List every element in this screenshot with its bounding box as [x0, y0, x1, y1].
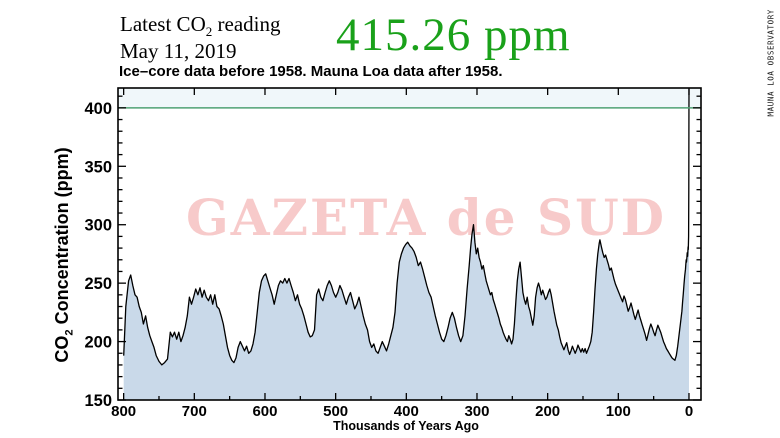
y-tick-label: 150: [84, 392, 112, 410]
y-tick-label: 250: [84, 275, 112, 293]
y-tick-label: 400: [84, 100, 112, 118]
watermark: GAZETA de SUD: [186, 188, 667, 247]
co2-line: [123, 89, 690, 366]
latest-reading-label-sub: 2: [205, 24, 213, 40]
latest-reading-date: May 11, 2019: [120, 39, 237, 63]
y-axis-label-sub: 2: [63, 329, 76, 336]
latest-reading-label: Latest CO2 reading: [120, 12, 280, 40]
above-400-band: [118, 88, 701, 108]
current-co2-reading: 415.26 ppm: [336, 9, 571, 61]
y-axis-label-pre: CO: [52, 335, 72, 363]
x-tick-label: 700: [182, 403, 207, 420]
x-tick-label: 500: [323, 403, 348, 420]
plot-border: [117, 87, 702, 401]
y-tick-label: 200: [84, 334, 112, 352]
latest-reading-label-post: reading: [212, 12, 281, 36]
x-tick-label: 100: [606, 403, 631, 420]
x-axis-label: Thousands of Years Ago: [333, 419, 479, 433]
x-tick-label: 0: [685, 403, 693, 420]
latest-reading-label-pre: Latest CO: [120, 12, 206, 36]
chart-subtitle: Ice–core data before 1958. Mauna Loa dat…: [119, 63, 503, 80]
y-tick-label: 300: [84, 217, 112, 235]
y-tick-label: 350: [84, 158, 112, 176]
y-axis-label-post: Concentration (ppm): [52, 147, 72, 330]
x-tick-label: 400: [394, 403, 419, 420]
x-tick-label: 600: [252, 403, 277, 420]
x-tick-label: 300: [464, 403, 489, 420]
y-axis-label: CO2 Concentration (ppm): [52, 139, 76, 371]
x-tick-label: 800: [111, 403, 136, 420]
x-tick-label: 200: [535, 403, 560, 420]
